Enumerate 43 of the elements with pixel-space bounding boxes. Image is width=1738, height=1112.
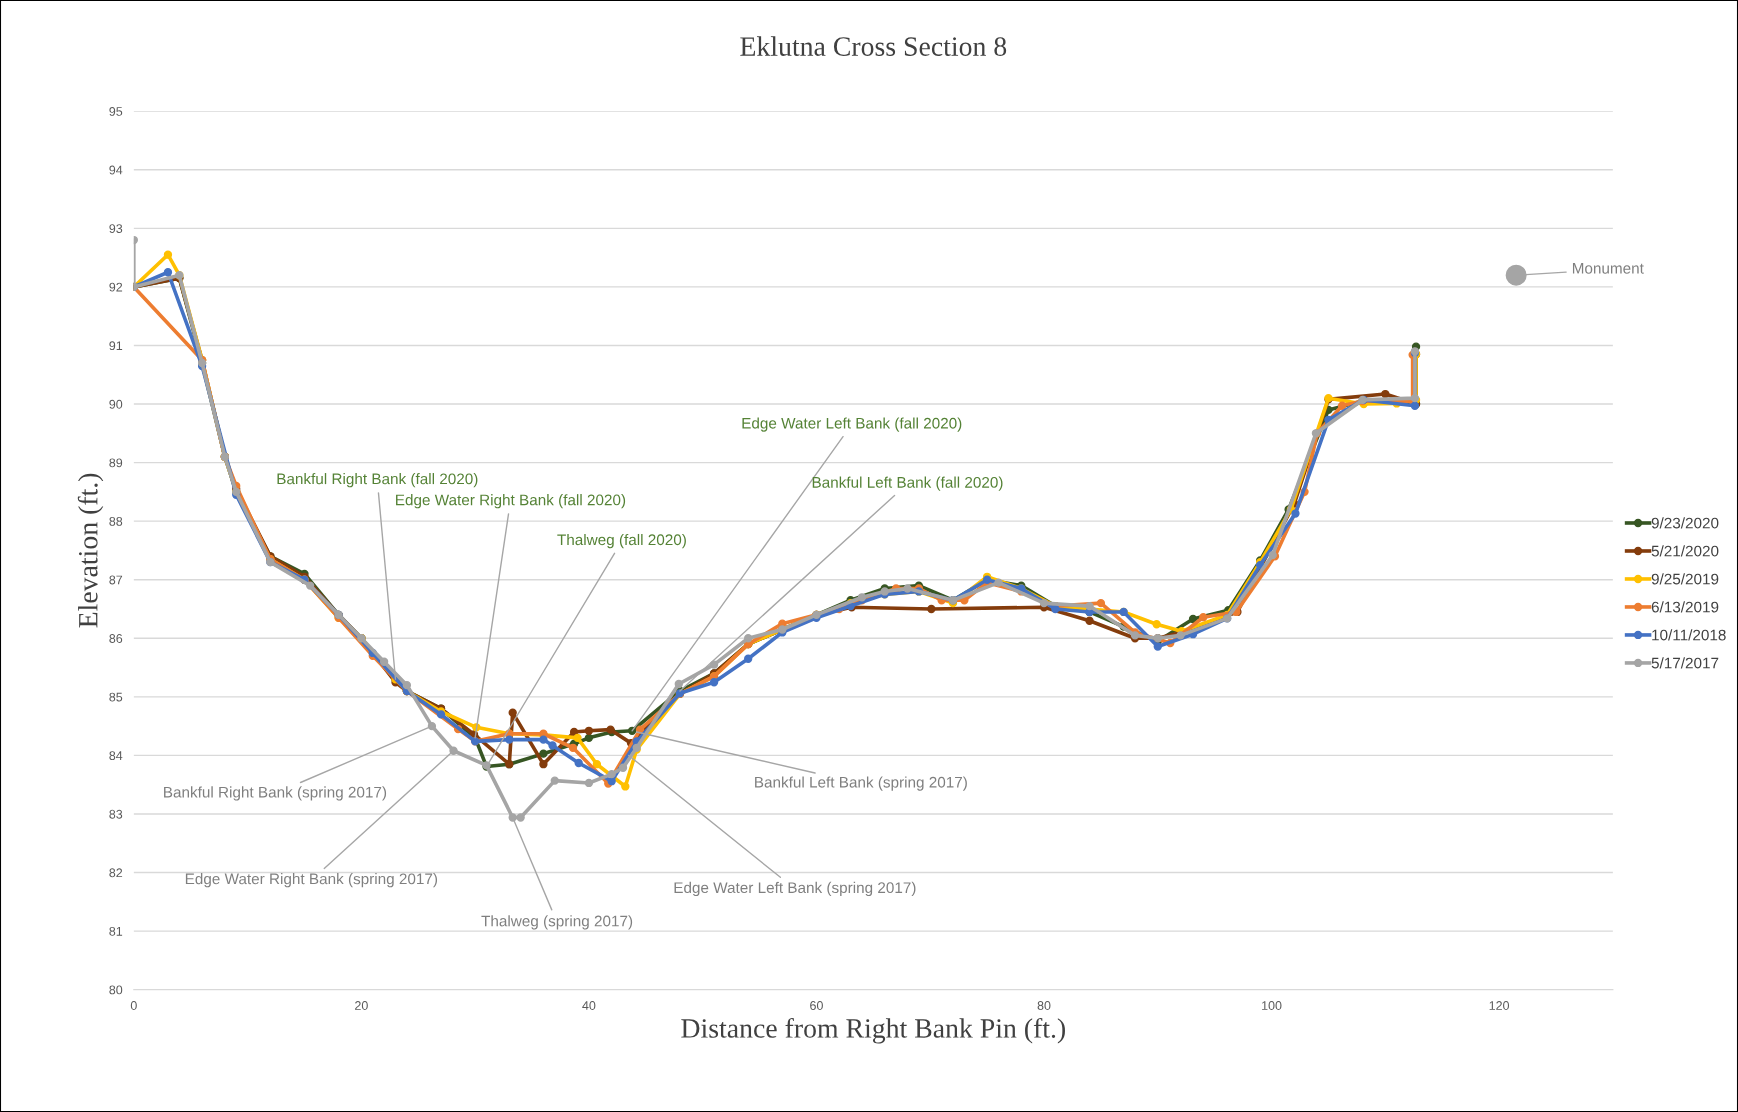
legend-label: 5/17/2017 [1651,657,1719,669]
annotation: Edge Water Right Bank (spring 2017) [185,873,438,888]
annotation: Edge Water Left Bank (spring 2017) [674,881,916,897]
y-tick-label: 84 [109,751,123,761]
y-tick-label: 90 [109,399,123,409]
annotation: Edge Water Right Bank (fall 2020) [396,494,626,509]
legend-label: 9/25/2019 [1651,573,1719,585]
legend-label: 10/11/2018 [1652,629,1726,641]
annotation: Thalweg (fall 2020) [557,533,686,549]
legend-label: Monument [1572,263,1644,274]
y-tick-label: 80 [109,985,123,995]
x-tick-label: 0 [130,1001,137,1010]
x-tick-label: 20 [355,1001,368,1010]
annotation: Bankful Left Bank (spring 2017) [755,776,967,791]
legend-label: 6/13/2019 [1651,601,1719,613]
chart-title: Eklutna Cross Section 8 [740,36,1007,56]
annotation: Edge Water Left Bank (fall 2020) [742,417,962,432]
y-tick-label: 89 [109,458,123,468]
x-tick-label: 60 [810,1001,823,1010]
annotation: Bankful Right Bank (fall 2020) [277,473,478,488]
x-tick-label: 120 [1489,1001,1510,1010]
y-tick-label: 87 [109,575,123,585]
x-tick-label: 80 [1037,1001,1051,1010]
x-tick-label: 100 [1262,1001,1282,1010]
legend-label: 9/23/2020 [1651,517,1719,529]
y-tick-label: 95 [109,107,123,116]
y-tick-label: 82 [109,868,123,878]
y-tick-label: 93 [109,224,123,233]
annotation: Bankful Left Bank (fall 2020) [812,476,1003,491]
y-tick-label: 83 [109,809,123,819]
x-tick-label: 40 [582,1001,596,1010]
y-tick-label: 94 [109,165,123,175]
annotation: Thalweg (spring 2017) [481,915,633,930]
y-tick-label: 86 [109,634,123,643]
y-tick-label: 91 [109,341,123,351]
y-tick-label: 88 [109,516,123,526]
legend-label: 5/21/2020 [1651,545,1719,557]
y-axis-title: Elevation (ft.) [77,473,104,628]
x-axis-title: Distance from Right Bank Pin (ft.) [681,1018,1065,1044]
annotation: Bankful Right Bank (spring 2017) [164,786,387,801]
y-tick-label: 85 [109,692,123,702]
y-tick-label: 92 [109,282,123,292]
y-tick-label: 81 [109,926,123,936]
